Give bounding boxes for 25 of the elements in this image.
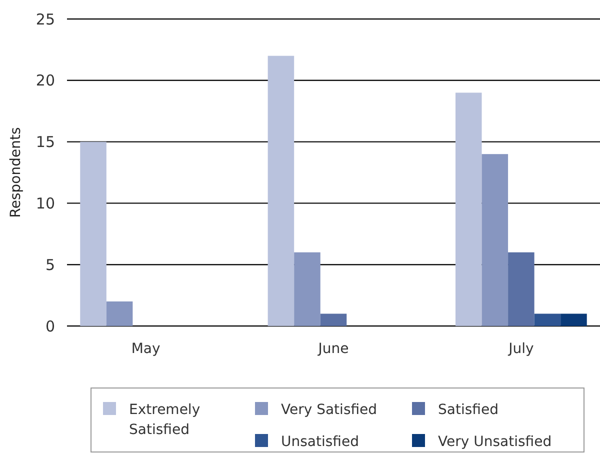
bar — [320, 314, 347, 326]
y-tick-label: 5 — [45, 256, 55, 274]
bar — [455, 92, 482, 326]
legend-label: Very Satisfied — [281, 402, 378, 418]
bar — [268, 56, 294, 326]
y-tick-label: 20 — [36, 72, 55, 90]
legend-label: Very Unsatisfied — [438, 434, 552, 450]
y-tick-label: 0 — [45, 317, 55, 336]
bar — [106, 301, 133, 326]
y-tick-label: 15 — [36, 133, 55, 152]
legend-label: Extremely Satisfied — [129, 402, 200, 438]
y-tick-label: 25 — [36, 10, 55, 28]
y-axis-title: Respondents — [8, 127, 24, 218]
bar — [80, 142, 106, 326]
y-tick-label: 10 — [36, 194, 55, 212]
x-tick-label: July — [508, 341, 534, 357]
x-tick-label: May — [131, 341, 160, 357]
bar — [482, 154, 508, 326]
bar — [294, 252, 320, 326]
bar — [560, 314, 587, 326]
legend-label: Satisfied — [438, 402, 498, 418]
x-tick-label: June — [317, 341, 349, 357]
legend-label: Unsatisfied — [281, 434, 359, 450]
bar — [534, 314, 561, 326]
bar — [508, 252, 534, 326]
